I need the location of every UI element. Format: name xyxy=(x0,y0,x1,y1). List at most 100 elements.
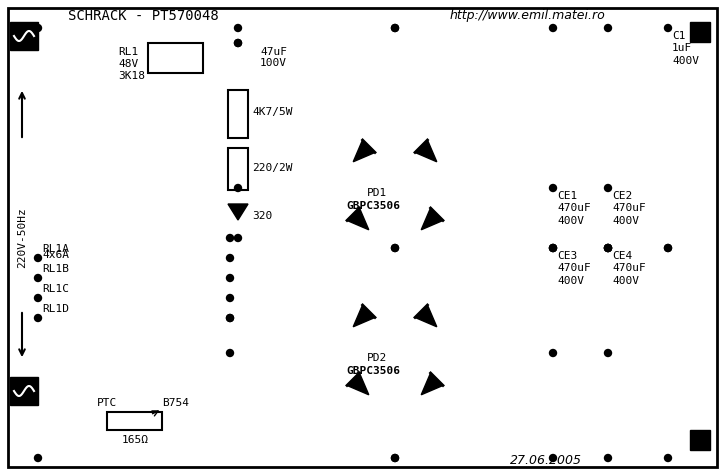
Text: 320: 320 xyxy=(252,211,273,221)
Text: 470uF: 470uF xyxy=(557,203,591,213)
Circle shape xyxy=(234,25,241,31)
Bar xyxy=(10,377,38,405)
Bar xyxy=(690,430,710,450)
Text: SCHRACK - PT570048: SCHRACK - PT570048 xyxy=(68,9,219,23)
Polygon shape xyxy=(347,373,369,395)
Text: 220V-50Hz: 220V-50Hz xyxy=(17,208,27,268)
Text: 400V: 400V xyxy=(557,276,584,286)
Text: 47uF: 47uF xyxy=(260,47,287,57)
Circle shape xyxy=(550,245,557,251)
Text: 48V: 48V xyxy=(118,59,138,69)
Circle shape xyxy=(605,245,611,251)
Text: CE3: CE3 xyxy=(557,251,577,261)
Text: 400V: 400V xyxy=(612,216,639,226)
Circle shape xyxy=(665,455,671,462)
Bar xyxy=(107,412,162,430)
Text: −: − xyxy=(695,433,705,447)
Text: 165Ω: 165Ω xyxy=(122,435,149,445)
Text: GBPC3506: GBPC3506 xyxy=(346,201,400,211)
Text: 100V: 100V xyxy=(260,58,287,68)
Polygon shape xyxy=(415,140,436,162)
Circle shape xyxy=(392,455,399,462)
Circle shape xyxy=(35,275,41,282)
Text: 470uF: 470uF xyxy=(557,263,591,273)
Text: PD1: PD1 xyxy=(367,188,387,198)
Bar xyxy=(228,90,248,138)
Bar xyxy=(148,43,203,73)
Circle shape xyxy=(392,245,399,251)
Text: CE2: CE2 xyxy=(612,191,632,201)
Circle shape xyxy=(392,25,399,31)
Text: 400V: 400V xyxy=(612,276,639,286)
Text: 27.06.2005: 27.06.2005 xyxy=(510,454,582,466)
Text: RL1C: RL1C xyxy=(42,284,69,294)
Bar xyxy=(228,148,248,190)
Circle shape xyxy=(605,25,611,31)
Circle shape xyxy=(226,314,233,322)
Polygon shape xyxy=(353,305,375,327)
Circle shape xyxy=(226,255,233,262)
Circle shape xyxy=(35,455,41,462)
Circle shape xyxy=(35,294,41,302)
Text: 470uF: 470uF xyxy=(612,263,646,273)
Text: RL1: RL1 xyxy=(118,47,138,57)
Text: http://www.emil.matei.ro: http://www.emil.matei.ro xyxy=(450,10,606,22)
Circle shape xyxy=(234,235,241,241)
Text: B754: B754 xyxy=(162,398,189,408)
Circle shape xyxy=(665,25,671,31)
Circle shape xyxy=(550,184,557,191)
Circle shape xyxy=(226,235,233,241)
Polygon shape xyxy=(415,305,436,327)
Text: CE4: CE4 xyxy=(612,251,632,261)
Circle shape xyxy=(550,25,557,31)
Circle shape xyxy=(234,184,241,191)
Polygon shape xyxy=(421,373,443,395)
Circle shape xyxy=(226,314,233,322)
Circle shape xyxy=(550,455,557,462)
Circle shape xyxy=(35,25,41,31)
Circle shape xyxy=(605,184,611,191)
Text: 470uF: 470uF xyxy=(612,203,646,213)
Bar xyxy=(10,22,38,50)
Circle shape xyxy=(392,25,399,31)
Text: 400V: 400V xyxy=(672,56,699,66)
Circle shape xyxy=(226,294,233,302)
Polygon shape xyxy=(421,208,443,230)
Text: +: + xyxy=(695,25,705,39)
Circle shape xyxy=(605,350,611,357)
Text: PD2: PD2 xyxy=(367,353,387,363)
Bar xyxy=(690,22,710,42)
Polygon shape xyxy=(347,208,369,230)
Text: RL1B: RL1B xyxy=(42,264,69,274)
Circle shape xyxy=(392,245,399,251)
Circle shape xyxy=(234,39,241,47)
Circle shape xyxy=(392,455,399,462)
Polygon shape xyxy=(228,204,248,220)
Text: C1: C1 xyxy=(672,31,686,41)
Text: CE1: CE1 xyxy=(557,191,577,201)
Text: 4x6A: 4x6A xyxy=(42,250,69,260)
Circle shape xyxy=(665,245,671,251)
Circle shape xyxy=(35,314,41,322)
Circle shape xyxy=(605,245,611,251)
Text: 400V: 400V xyxy=(557,216,584,226)
Text: 1uF: 1uF xyxy=(672,43,692,53)
Text: GBPC3506: GBPC3506 xyxy=(346,366,400,376)
Circle shape xyxy=(605,455,611,462)
Text: RL1A: RL1A xyxy=(42,244,69,254)
Circle shape xyxy=(550,245,557,251)
Text: 4K7/5W: 4K7/5W xyxy=(252,107,292,117)
Polygon shape xyxy=(353,140,375,162)
Circle shape xyxy=(226,275,233,282)
Text: RL1D: RL1D xyxy=(42,304,69,314)
Text: 3K18: 3K18 xyxy=(118,71,145,81)
Text: PTC: PTC xyxy=(97,398,117,408)
Circle shape xyxy=(550,350,557,357)
Circle shape xyxy=(234,39,241,47)
Circle shape xyxy=(35,255,41,262)
Circle shape xyxy=(550,245,557,251)
Circle shape xyxy=(605,245,611,251)
Circle shape xyxy=(665,245,671,251)
Text: 220/2W: 220/2W xyxy=(252,163,292,173)
Circle shape xyxy=(226,350,233,357)
